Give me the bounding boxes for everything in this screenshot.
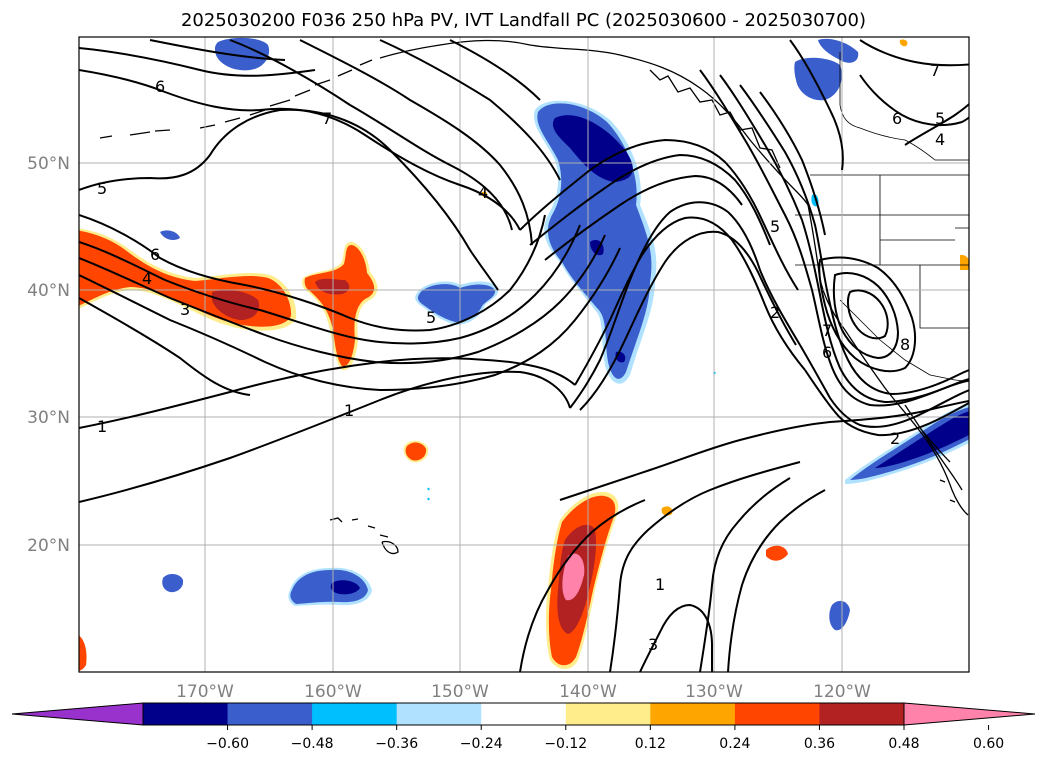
- svg-text:8: 8: [900, 335, 910, 354]
- lon-label: 150°W: [431, 682, 489, 702]
- colorbar-extend-right: [904, 703, 1035, 725]
- colorbar-segment: [650, 703, 736, 725]
- colorbar-tick-label: −0.48: [291, 736, 334, 752]
- lon-label: 130°W: [685, 682, 743, 702]
- colorbar-segments: [143, 703, 905, 725]
- colorbar-segment: [481, 703, 567, 725]
- negative-anomaly-shading: [160, 37, 969, 631]
- svg-text:5: 5: [935, 109, 945, 128]
- svg-text:3: 3: [180, 300, 190, 319]
- svg-text:5: 5: [426, 308, 436, 327]
- map-frame: [78, 36, 970, 673]
- svg-text:3: 3: [648, 635, 658, 654]
- colorbar-segment: [143, 703, 229, 725]
- colorbar-segment: [227, 703, 313, 725]
- lon-label: 160°W: [304, 682, 362, 702]
- svg-text:1: 1: [655, 575, 665, 594]
- lat-label: 20°N: [27, 536, 70, 556]
- colorbar-tick-label: 0.60: [973, 736, 1004, 752]
- svg-text:7: 7: [322, 109, 332, 128]
- colorbar-tick-label: −0.36: [375, 736, 418, 752]
- colorbar-segment: [734, 703, 820, 725]
- longitude-labels: 170°W 160°W 150°W 140°W 130°W 120°W: [176, 682, 871, 702]
- colorbar-segment: [312, 703, 398, 725]
- svg-text:5: 5: [97, 179, 107, 198]
- colorbar-segment: [565, 703, 651, 725]
- svg-text:2: 2: [890, 429, 900, 448]
- latitude-labels: 50°N 40°N 30°N 20°N: [27, 154, 70, 556]
- svg-text:6: 6: [892, 109, 902, 128]
- lon-label: 120°W: [813, 682, 871, 702]
- svg-text:4: 4: [478, 183, 488, 202]
- lat-label: 50°N: [27, 154, 70, 174]
- colorbar-tick-label: −0.24: [460, 736, 503, 752]
- pv-contours: [79, 39, 969, 672]
- colorbar-extend-left: [12, 703, 143, 725]
- neg-anomaly-north: [214, 37, 270, 71]
- positive-anomaly-shading: [79, 39, 969, 671]
- colorbar-segment: [396, 703, 482, 725]
- svg-text:1: 1: [344, 401, 354, 420]
- lon-label: 140°W: [559, 682, 617, 702]
- svg-text:5: 5: [770, 217, 780, 236]
- svg-text:6: 6: [150, 245, 160, 264]
- colorbar-tick-label: 0.36: [804, 736, 835, 752]
- svg-text:1: 1: [97, 417, 107, 436]
- svg-text:6: 6: [155, 77, 165, 96]
- colorbar-segment: [819, 703, 905, 725]
- borders: [795, 52, 969, 382]
- lat-label: 40°N: [27, 281, 70, 301]
- lat-label: 30°N: [27, 408, 70, 428]
- svg-text:4: 4: [935, 130, 945, 149]
- colorbar-tick-label: 0.24: [719, 736, 750, 752]
- colorbar: −0.60 −0.48 −0.36 −0.24 −0.12 0.12 0.24 0.36 0.4…: [11, 702, 1036, 752]
- map-title: 2025030200 F036 250 hPa PV, IVT Landfall…: [180, 10, 867, 31]
- svg-text:6: 6: [822, 343, 832, 362]
- colorbar-ticks: −0.60 −0.48 −0.36 −0.24 −0.12 0.12 0.24 0.36 0.4…: [206, 725, 1004, 752]
- contour-labels: 6 7 5 6 4 3 1 5 1 4 5 2 6 7 8 2 7 6 5 4 …: [97, 61, 945, 654]
- colorbar-tick-label: −0.60: [206, 736, 249, 752]
- svg-text:7: 7: [822, 321, 832, 340]
- svg-text:2: 2: [770, 303, 780, 322]
- colorbar-tick-label: 0.48: [888, 736, 919, 752]
- lon-label: 170°W: [176, 682, 234, 702]
- map-area: 6 7 5 6 4 3 1 5 1 4 5 2 6 7 8 2 7 6 5 4 …: [79, 37, 969, 672]
- svg-text:4: 4: [142, 269, 152, 288]
- svg-text:7: 7: [930, 61, 940, 80]
- colorbar-tick-label: −0.12: [544, 736, 587, 752]
- colorbar-tick-label: 0.12: [635, 736, 666, 752]
